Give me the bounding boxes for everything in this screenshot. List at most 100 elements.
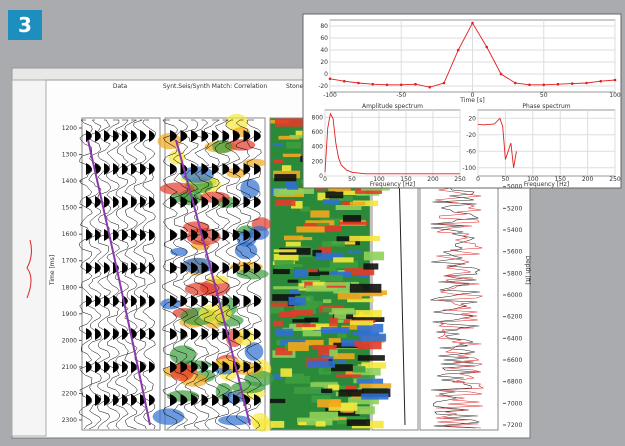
wiggle-lobe [201, 295, 209, 307]
section-cell [335, 205, 362, 210]
wiggle-lobe [170, 295, 177, 307]
wiggle-lobe [131, 229, 137, 241]
wiggle-lobe [233, 163, 240, 175]
section-cell [272, 374, 284, 379]
synthetic-color [250, 412, 269, 429]
section-cell [349, 235, 380, 242]
wiggle-lobe [212, 295, 219, 307]
side-wiggle [26, 239, 32, 299]
wiggle-lobe [180, 328, 188, 340]
tick-label: 1700 [62, 258, 77, 265]
section-cell [322, 299, 332, 304]
synthetic-color [218, 415, 252, 426]
section-cell [322, 353, 355, 360]
wiggle-lobe [191, 394, 198, 406]
wiggle-lobe [191, 163, 198, 175]
section-cell [322, 199, 339, 205]
section-cell [349, 320, 374, 326]
wiggle-lobe [254, 328, 261, 340]
wiggle-lobe [104, 196, 110, 208]
section-cell [294, 305, 316, 314]
section-cell [273, 188, 295, 197]
y-tick-label: 40 [320, 47, 328, 54]
section-cell [333, 417, 347, 421]
wiggle-lobe [254, 163, 261, 175]
wiggle-lobe [149, 229, 155, 241]
tick-label: 1500 [62, 205, 77, 212]
wiggle-lobe [254, 394, 261, 406]
horizon-line [175, 139, 251, 426]
section-cell [296, 324, 316, 328]
data-point [414, 82, 417, 86]
section-cell [354, 340, 363, 347]
y-tick-label: 0 [324, 71, 328, 78]
tick-label: 2100 [62, 364, 77, 371]
section-cell [317, 399, 342, 408]
wiggle-lobe [104, 163, 110, 175]
tick-label: 5200 [507, 205, 522, 212]
section-cell [352, 366, 366, 373]
wiggle-lobe [95, 130, 101, 142]
y-tick-label: 400 [312, 144, 324, 151]
section-cell [321, 241, 345, 247]
wiggle-lobe [122, 130, 128, 142]
section-cell [273, 320, 283, 327]
wiggle-lobe [149, 394, 155, 406]
section-cell [285, 241, 301, 247]
wiggle-lobe [131, 295, 137, 307]
section-cell [310, 382, 339, 390]
section-cell [339, 385, 349, 391]
section-cell [305, 220, 335, 226]
y-tick-label: -100 [462, 165, 476, 172]
section-cell [278, 311, 297, 318]
y-tick-label: -60 [466, 148, 476, 155]
x-tick-label: 150 [554, 176, 566, 183]
synthetic-color [226, 139, 256, 151]
section-cell [275, 328, 294, 337]
wiggle-lobe [140, 130, 146, 142]
synthetic-color [244, 342, 264, 361]
panel-title: Data [113, 83, 128, 90]
section-cell [291, 201, 303, 209]
section-cell [352, 368, 381, 376]
wiggle-lobe [191, 328, 198, 340]
section-cell [357, 341, 382, 350]
y-tick-label: 20 [468, 115, 476, 122]
tick-label: 2200 [62, 390, 77, 397]
section-cell [357, 355, 385, 361]
tick-label: 7000 [507, 400, 522, 407]
section-cell [274, 118, 304, 127]
section-cell [327, 384, 340, 391]
tick-label: 5600 [507, 249, 522, 256]
wiggle-lobe [201, 163, 209, 175]
section-cell [285, 188, 315, 194]
wiggle-lobe [86, 328, 92, 340]
section-cell [359, 292, 383, 297]
wiggle-lobe [131, 394, 137, 406]
wiggle-lobe [254, 262, 261, 274]
wiggle-lobe [170, 163, 177, 175]
section-cell [328, 402, 358, 411]
section-cell [318, 348, 336, 357]
wiggle-lobe [140, 295, 146, 307]
data-point [399, 83, 403, 87]
section-cell [288, 342, 309, 352]
section-cell [351, 375, 376, 379]
y-tick-label: 60 [320, 35, 328, 42]
wiggle-lobe [104, 295, 110, 307]
wiggle-lobe [254, 130, 261, 142]
wiggle-lobe [131, 196, 137, 208]
section-cell [274, 174, 297, 182]
section-cell [349, 283, 382, 293]
wiggle-lobe [95, 196, 101, 208]
section-cell [285, 181, 297, 187]
wiggle-lobe [233, 196, 240, 208]
data-point [599, 79, 603, 83]
wiggle-lobe [113, 295, 119, 307]
wiggle-lobe [149, 328, 155, 340]
wiggle-lobe [104, 328, 110, 340]
synthetic-color [159, 182, 195, 195]
wiggle-lobe [222, 262, 230, 274]
synthetic-color [234, 241, 258, 260]
section-cell [328, 186, 351, 192]
